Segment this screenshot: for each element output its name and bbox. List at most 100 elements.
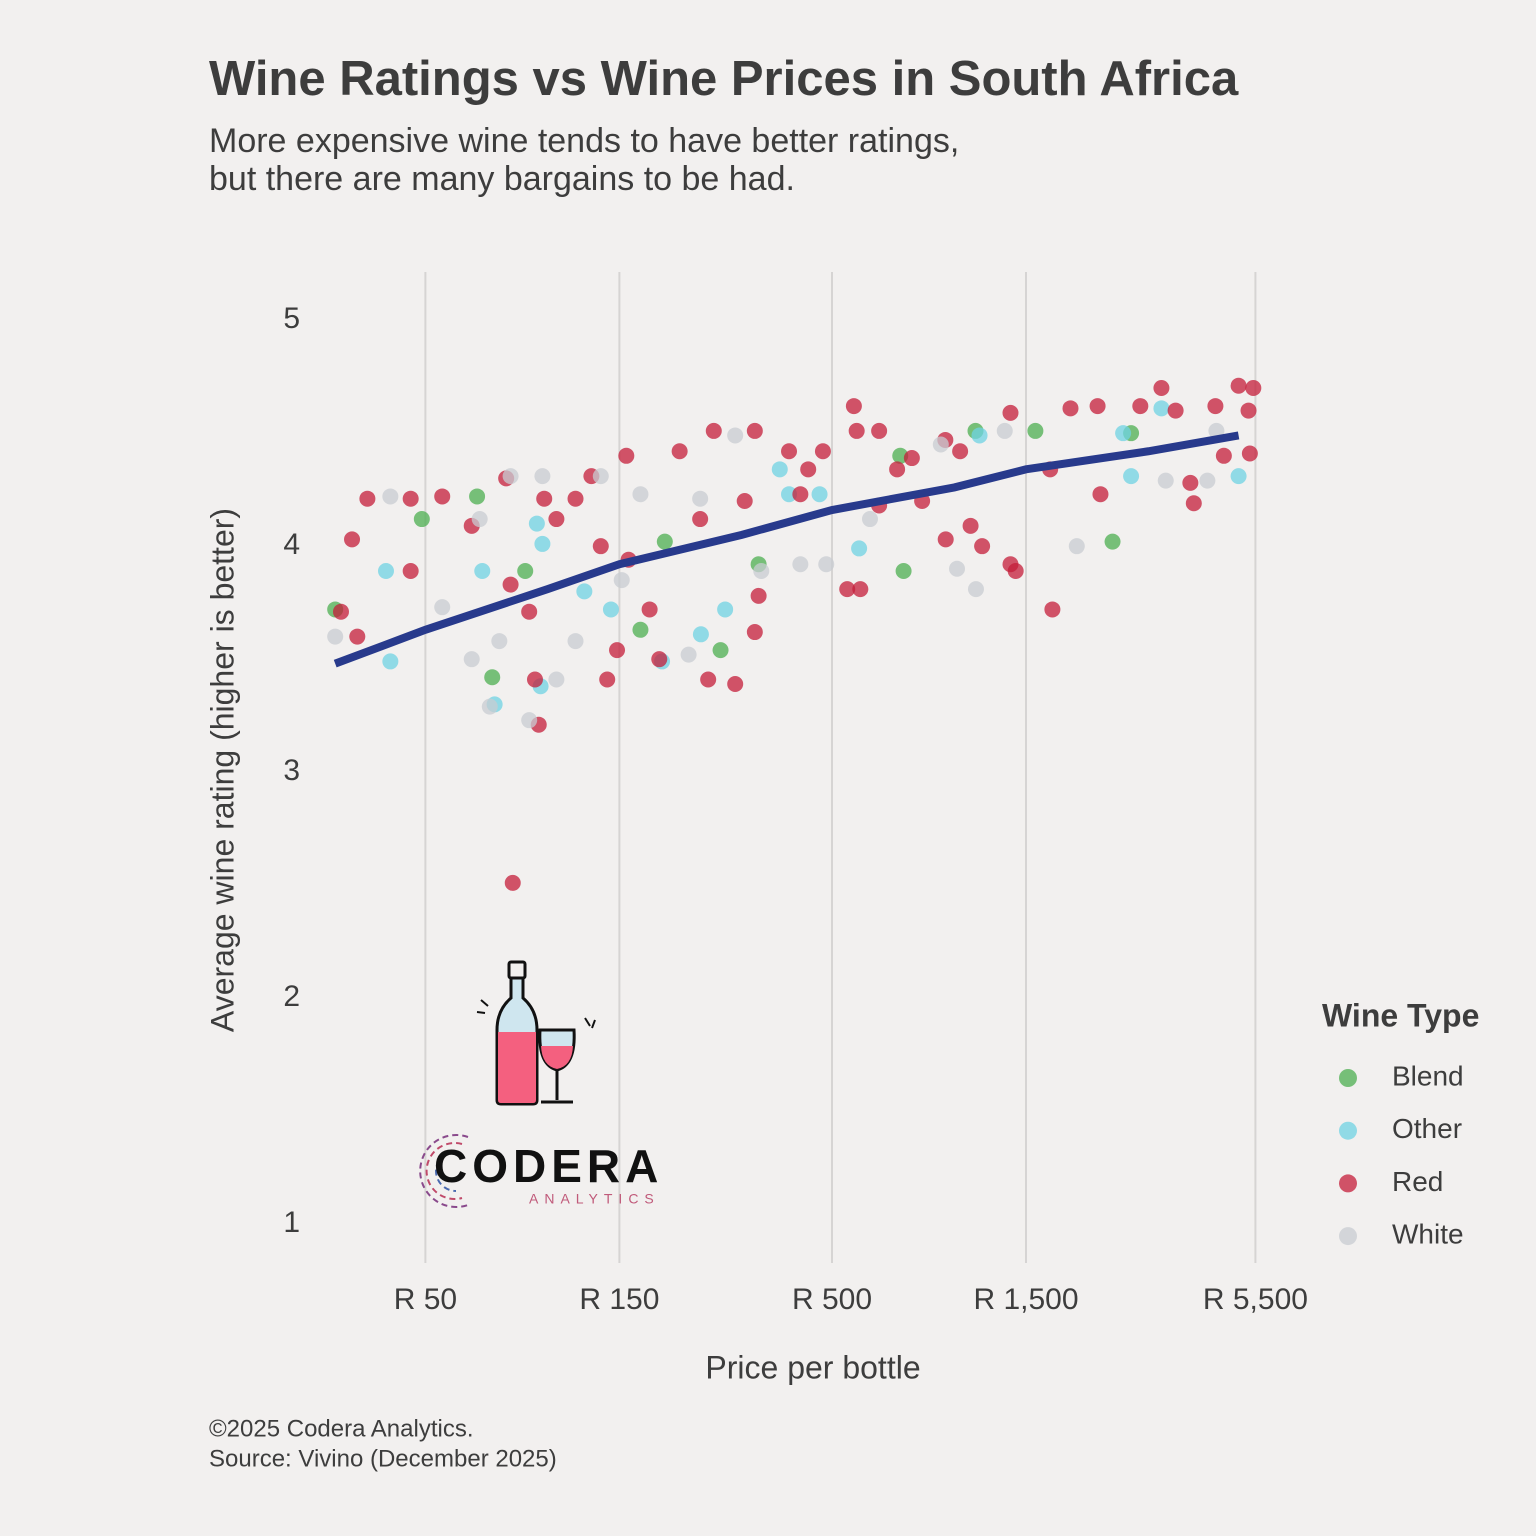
point [567,633,584,650]
point [792,556,809,573]
point [800,461,817,478]
point [792,486,809,503]
point [781,443,798,460]
marks [327,377,1262,891]
point [750,587,767,604]
point [651,651,668,668]
point [974,538,991,555]
point [1153,400,1170,417]
point [1245,379,1262,396]
point [526,671,543,688]
point [1027,422,1044,439]
point [484,669,501,686]
y-tick-label: 1 [283,1206,300,1239]
legend-marker [1339,1121,1357,1140]
point [504,874,521,891]
point [521,603,538,620]
point [746,624,763,641]
point [1153,379,1170,396]
point [903,450,920,467]
point [592,468,609,485]
point [382,488,399,505]
point [736,492,753,509]
point [1062,400,1079,417]
point [952,443,969,460]
point [613,572,630,589]
point [895,563,912,580]
point [1199,472,1216,489]
point [402,563,419,580]
point [618,447,635,464]
point [889,461,906,478]
point [814,443,831,460]
point [1215,447,1232,464]
point [1230,377,1247,394]
point [481,698,498,715]
point [937,531,954,548]
point [1089,398,1106,415]
y-tick-label: 3 [283,754,300,787]
point [434,599,451,616]
trend-line [333,431,1240,668]
point [1007,563,1024,580]
logo-tagline: ANALYTICS [529,1191,660,1207]
point [753,563,770,580]
x-axis-label: Price per bottle [705,1349,920,1385]
point [839,581,856,598]
point [1044,601,1061,618]
y-axis-label: Average wine rating (higher is better) [204,508,240,1032]
point [700,671,717,688]
point [861,511,878,528]
point [536,490,553,507]
point [692,626,709,643]
point [746,422,763,439]
x-tick-label: R 150 [579,1283,659,1316]
point [1123,468,1140,485]
point [932,436,949,453]
point [548,511,565,528]
point [534,535,551,552]
grid: R 50 R 150 R 500 R 1,500 R 5,500 1 2 3 4 5 [283,272,1308,1316]
point [567,490,584,507]
point [599,671,616,688]
point [502,576,519,593]
point [632,486,649,503]
point [1240,402,1257,419]
point [692,511,709,528]
point [1068,538,1085,555]
point [852,581,869,598]
point [521,712,538,729]
point [692,490,709,507]
point [413,511,430,528]
point [717,601,734,618]
point [349,628,366,645]
y-tick-label: 5 [283,302,300,335]
point [967,581,984,598]
point [1185,495,1202,512]
point [996,422,1013,439]
x-tick-label: R 500 [792,1283,872,1316]
point [656,533,673,550]
point [434,488,451,505]
point [1092,486,1109,503]
point [576,583,593,600]
point [344,531,361,548]
chart-title: Wine Ratings vs Wine Prices in South Afr… [209,52,1239,106]
caption: Source: Vivino (December 2025) [209,1445,557,1472]
legend-label: Blend [1392,1060,1464,1091]
point [712,642,729,659]
x-tick-label: R 50 [394,1283,457,1316]
point [705,422,722,439]
point [382,653,399,670]
logo-icon [476,960,596,1106]
point [1002,404,1019,421]
point [1104,533,1121,550]
point [491,633,508,650]
point [971,427,988,444]
point [949,560,966,577]
point [1115,425,1132,442]
point [1230,468,1247,485]
point [502,468,519,485]
point [528,515,545,532]
legend-marker [1339,1174,1357,1193]
